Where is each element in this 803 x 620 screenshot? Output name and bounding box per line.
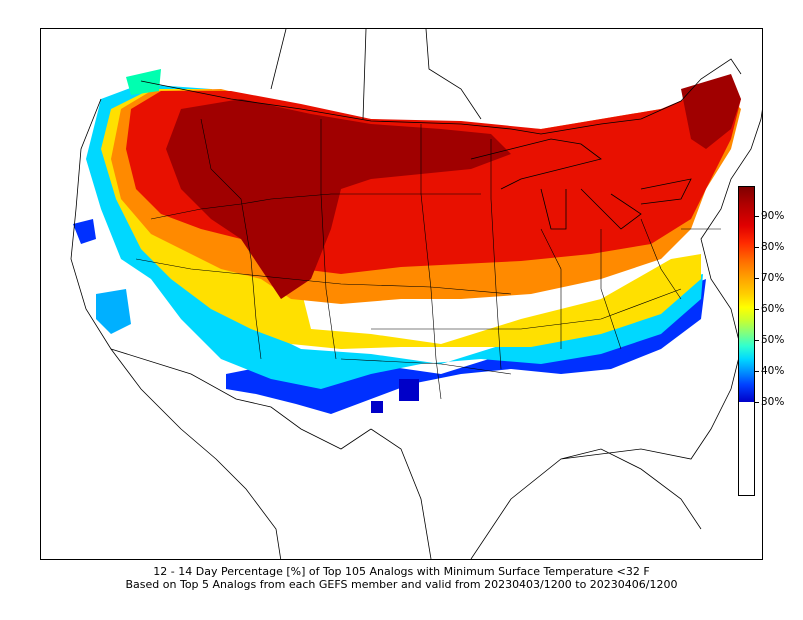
great-lakes [470,138,692,230]
west-coast [70,98,282,559]
canada-lines [270,29,482,120]
colorbar-label: 30% [761,396,785,408]
map-outlines [70,29,762,559]
colorbar-label: 90% [761,210,785,222]
colorbar-label: 50% [761,334,785,346]
field-west-patch-2 [73,219,96,244]
gulf-coast [370,348,742,559]
colorbar-label: 80% [761,241,785,253]
field-darkred-northeast [681,74,741,149]
colorbar-gradient [739,187,754,402]
field-nw-patch [126,69,161,95]
colorbar-tick [755,309,759,310]
colorbar-tick [755,278,759,279]
caption-line-2: Based on Top 5 Analogs from each GEFS me… [125,578,678,591]
colorbar-tick [755,371,759,372]
freeze-probability-map [70,29,762,559]
state-lines [135,118,721,400]
colorbar-tick [755,402,759,403]
colorbar-label: 60% [761,303,785,315]
field-darkred-core [166,99,511,299]
probability-field [73,69,741,414]
colorbar-tick [755,247,759,248]
colorbar-tick [755,340,759,341]
field-west-patch [96,289,131,334]
colorbar-label: 40% [761,365,785,377]
mexico-border [110,348,372,450]
field-texas-patch-2 [371,401,383,413]
east-coast [700,109,762,350]
map-panel [40,28,763,560]
caption-line-1: 12 - 14 Day Percentage [%] of Top 105 An… [153,565,650,578]
field-texas-patch [399,379,419,401]
us-canada-border [140,58,742,135]
colorbar-label: 70% [761,272,785,284]
colorbar [738,186,755,496]
colorbar-tick [755,216,759,217]
